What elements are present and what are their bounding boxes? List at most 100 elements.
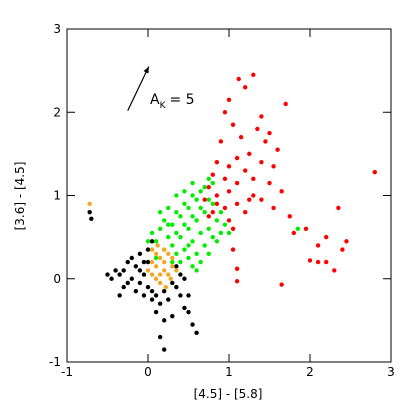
point [226, 189, 232, 194]
point [145, 268, 151, 273]
point [153, 255, 159, 261]
point [125, 259, 130, 265]
arrow-head [143, 66, 149, 74]
point [157, 301, 163, 306]
point [198, 230, 203, 236]
point [206, 184, 211, 190]
annotation-rest: = 5 [169, 92, 194, 108]
point [178, 259, 183, 265]
point [234, 279, 240, 284]
point [174, 230, 179, 236]
point [153, 276, 159, 281]
point [275, 147, 280, 152]
point [206, 251, 211, 256]
point [210, 209, 215, 215]
point [157, 334, 163, 340]
point [149, 272, 155, 277]
point [182, 222, 187, 227]
point [194, 218, 199, 223]
point [166, 222, 171, 227]
point [263, 139, 268, 144]
point [137, 268, 143, 273]
point [315, 259, 321, 265]
point [259, 197, 264, 202]
point [149, 297, 155, 302]
point [214, 193, 220, 198]
point [162, 347, 167, 352]
point [344, 239, 349, 244]
point [170, 264, 175, 269]
point [182, 189, 187, 194]
point [332, 268, 337, 273]
point [162, 247, 167, 252]
point [190, 214, 195, 219]
point [222, 222, 228, 227]
point [251, 176, 256, 182]
point [162, 268, 167, 273]
point [162, 289, 167, 294]
point [210, 172, 215, 177]
point [157, 209, 163, 215]
point [194, 197, 199, 202]
point [145, 247, 151, 252]
point [174, 268, 179, 273]
point [125, 280, 130, 286]
point [230, 226, 236, 231]
point [324, 259, 329, 265]
point [372, 169, 377, 175]
point [153, 293, 159, 298]
point [170, 280, 175, 286]
point [206, 176, 211, 182]
point [259, 160, 264, 165]
point [218, 230, 224, 236]
point [105, 272, 110, 277]
point [162, 318, 167, 323]
point [279, 189, 284, 194]
annotation-sub: K [160, 101, 167, 111]
point [145, 239, 151, 244]
point [166, 272, 171, 277]
x-tick-label: 2 [306, 365, 314, 379]
point [141, 293, 147, 298]
point [166, 234, 171, 240]
point [170, 243, 175, 248]
point [149, 289, 155, 294]
point [174, 264, 179, 269]
point [243, 209, 248, 215]
point [113, 268, 118, 273]
point [162, 218, 167, 223]
point [170, 259, 175, 265]
point [149, 259, 155, 265]
point [174, 284, 179, 290]
point [287, 214, 292, 219]
point [145, 259, 151, 265]
point [234, 201, 240, 207]
point [168, 276, 173, 281]
point [198, 189, 203, 194]
point [190, 180, 195, 186]
point [303, 226, 309, 231]
point [234, 155, 240, 161]
y-tick-label: 0 [53, 272, 61, 286]
point [186, 226, 191, 231]
point [109, 276, 114, 281]
point [190, 239, 195, 244]
point [117, 272, 122, 277]
point [214, 218, 220, 223]
point [155, 243, 160, 248]
point [271, 205, 276, 211]
point [226, 218, 232, 223]
point [166, 251, 171, 256]
point [157, 226, 163, 231]
arrow-shaft [127, 66, 150, 111]
point [206, 214, 211, 219]
point [121, 268, 126, 273]
point [202, 243, 207, 248]
annotation: AK = 5 [150, 92, 195, 111]
point [87, 209, 92, 215]
point [153, 309, 159, 315]
point [210, 234, 215, 240]
point [186, 309, 191, 315]
point [243, 168, 248, 173]
